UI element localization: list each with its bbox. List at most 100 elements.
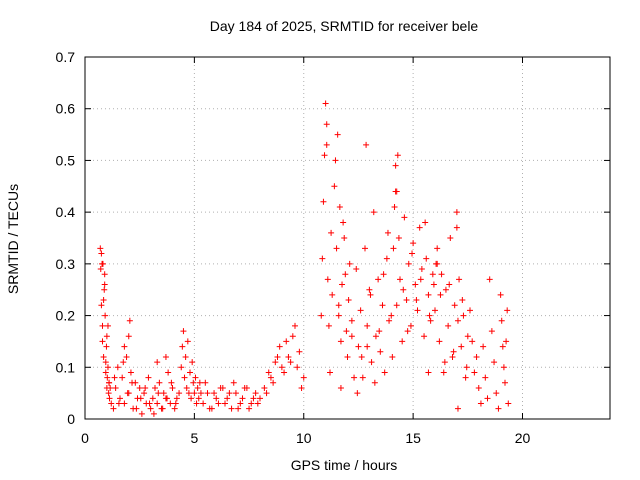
data-point	[348, 333, 355, 340]
y-axis-label: SRMTID / TECUs	[5, 184, 21, 294]
data-point	[486, 276, 493, 283]
data-point	[226, 390, 233, 397]
x-tick-label: 15	[405, 430, 421, 446]
x-tick-label: 20	[515, 430, 531, 446]
data-point	[136, 384, 143, 391]
data-point	[108, 400, 115, 407]
data-point	[296, 348, 303, 355]
data-point	[202, 379, 209, 386]
data-point	[429, 271, 436, 278]
data-point	[422, 219, 429, 226]
data-point	[413, 297, 420, 304]
data-point	[129, 379, 136, 386]
data-point	[362, 245, 368, 252]
data-point	[421, 333, 428, 340]
data-point	[169, 384, 176, 391]
chart-title: Day 184 of 2025, SRMTID for receiver bel…	[210, 18, 479, 34]
data-point	[104, 322, 111, 329]
data-point	[102, 312, 109, 319]
data-point	[325, 322, 332, 329]
data-point	[115, 400, 122, 407]
data-point	[104, 374, 111, 381]
data-point	[206, 405, 213, 412]
data-point	[351, 374, 358, 381]
data-point	[133, 405, 140, 412]
data-point	[440, 369, 447, 376]
data-point	[193, 400, 200, 407]
data-point	[454, 317, 461, 324]
data-point	[450, 348, 457, 355]
data-point	[254, 400, 261, 407]
data-point	[335, 312, 342, 319]
x-tick-label: 10	[296, 430, 312, 446]
data-point	[323, 141, 330, 148]
data-point	[337, 338, 344, 345]
data-point	[425, 291, 432, 298]
data-point	[412, 281, 419, 288]
data-point	[117, 395, 123, 402]
data-point	[178, 364, 185, 371]
data-point	[462, 374, 469, 381]
data-point	[160, 390, 167, 397]
data-point	[376, 328, 383, 335]
data-point	[498, 317, 505, 324]
data-point	[458, 343, 465, 350]
data-point	[348, 317, 355, 324]
data-point	[156, 379, 163, 386]
data-point	[137, 395, 144, 402]
data-point	[331, 183, 338, 190]
data-point	[120, 359, 127, 366]
data-point	[505, 400, 512, 407]
data-point	[344, 353, 351, 360]
data-point	[127, 369, 134, 376]
data-point	[154, 359, 161, 366]
data-point	[154, 400, 161, 407]
data-point	[375, 276, 382, 283]
data-point	[372, 333, 379, 340]
data-point	[168, 379, 175, 386]
data-point	[449, 353, 456, 360]
data-point	[195, 395, 202, 402]
data-points	[97, 100, 512, 417]
data-point	[246, 405, 253, 412]
data-point	[237, 400, 244, 407]
data-point	[162, 353, 169, 360]
data-point	[438, 271, 445, 278]
y-tick-label: 0.2	[56, 308, 76, 324]
data-point	[384, 229, 391, 236]
data-point	[500, 364, 507, 371]
data-point	[274, 353, 281, 360]
data-point	[188, 395, 195, 402]
data-point	[99, 322, 106, 329]
data-point	[125, 333, 132, 340]
x-axis-label: GPS time / hours	[291, 457, 398, 473]
y-tick-label: 0	[67, 411, 75, 427]
data-point	[346, 260, 353, 267]
data-point	[99, 260, 106, 267]
plot-frame	[84, 56, 611, 420]
data-point	[285, 353, 292, 360]
data-point	[480, 343, 487, 350]
data-point	[471, 369, 478, 376]
data-point	[126, 317, 133, 324]
data-point	[427, 317, 434, 324]
data-point	[380, 271, 387, 278]
data-point	[355, 343, 362, 350]
data-point	[101, 286, 108, 293]
data-point	[97, 266, 104, 273]
data-point	[292, 322, 298, 329]
data-point	[155, 390, 162, 397]
data-point	[150, 410, 157, 417]
data-point	[333, 245, 340, 252]
data-point	[179, 343, 186, 350]
data-point	[410, 240, 417, 247]
data-point	[149, 395, 156, 402]
data-point	[366, 286, 373, 293]
data-point	[405, 260, 412, 267]
data-point	[159, 405, 166, 412]
data-point	[215, 400, 222, 407]
data-point	[467, 307, 473, 314]
data-point	[503, 338, 510, 345]
data-point	[319, 255, 326, 262]
